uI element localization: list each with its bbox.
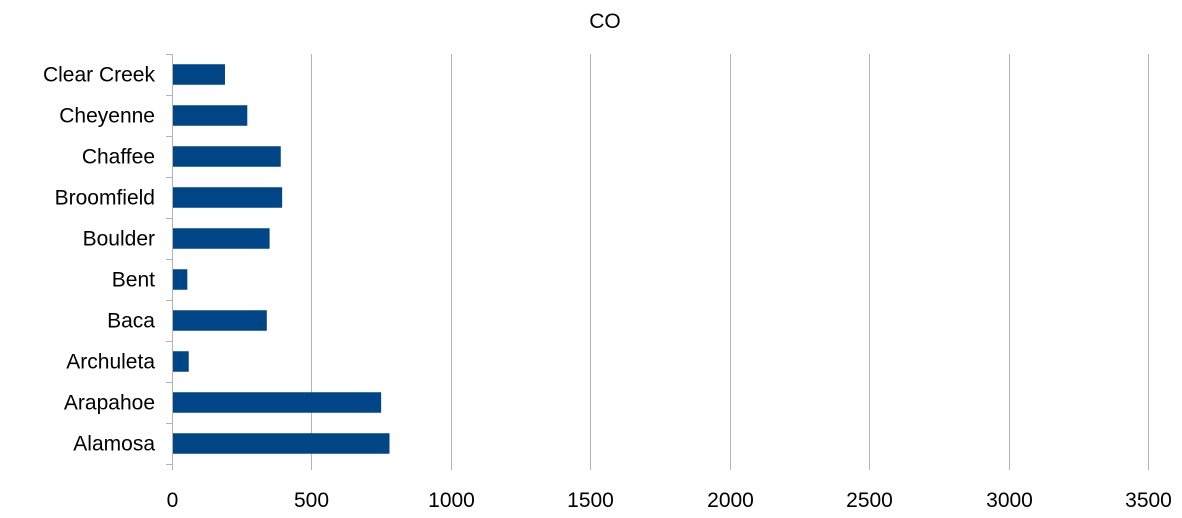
category-label: Archuleta [66, 351, 155, 374]
bar-bent [173, 269, 188, 290]
bar-archuleta [173, 351, 189, 372]
category-label: Broomfield [55, 187, 155, 210]
bar-cheyenne [173, 105, 248, 126]
x-tick-label: 500 [294, 489, 329, 512]
category-label: Cheyenne [59, 105, 155, 128]
x-tick-label: 2500 [846, 489, 893, 512]
bar-broomfield [173, 187, 283, 208]
x-tick-label: 2000 [707, 489, 754, 512]
category-label: Clear Creek [43, 64, 156, 87]
category-labels: Alamosa Arapahoe Archuleta Baca Bent Boulder B… [43, 64, 156, 456]
x-tick-label: 3500 [1125, 489, 1172, 512]
x-tick-label: 1500 [567, 489, 614, 512]
bar-clear-creek [173, 64, 225, 85]
x-tick-label: 1000 [428, 489, 475, 512]
bar-boulder [173, 228, 270, 249]
x-tick-label: 0 [167, 489, 179, 512]
x-tick-label: 3000 [986, 489, 1033, 512]
chart-title: CO [589, 10, 621, 33]
category-label: Baca [107, 310, 155, 333]
bar-arapahoe [173, 392, 382, 413]
bar-chaffee [173, 146, 281, 167]
gridlines [166, 54, 1149, 470]
category-label: Chaffee [82, 146, 155, 169]
x-axis-tick-labels: 0 500 1000 1500 2000 2500 3000 3500 [167, 489, 1172, 512]
bar-baca [173, 310, 267, 331]
category-label: Boulder [83, 228, 155, 251]
category-label: Bent [112, 269, 155, 292]
bar-alamosa [173, 433, 390, 454]
bars [173, 64, 390, 454]
category-label: Arapahoe [64, 392, 155, 415]
category-label: Alamosa [73, 433, 155, 456]
